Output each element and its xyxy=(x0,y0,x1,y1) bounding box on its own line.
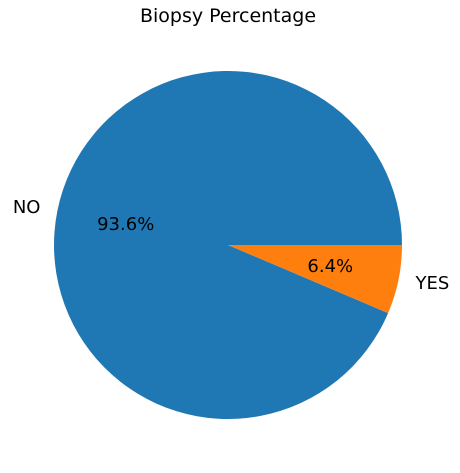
slice-label-yes: YES xyxy=(415,273,450,294)
slice-percent-yes: 6.4% xyxy=(307,256,353,277)
pie-slice-yes xyxy=(228,245,402,314)
slice-percent-no: 93.6% xyxy=(97,214,154,235)
slice-label-no: NO xyxy=(13,197,41,218)
pie-labels: NO 93.6% YES 6.4% xyxy=(13,197,450,294)
chart-title: Biopsy Percentage xyxy=(140,5,316,27)
pie-slice-no xyxy=(54,70,402,419)
pie-slices xyxy=(54,70,402,419)
